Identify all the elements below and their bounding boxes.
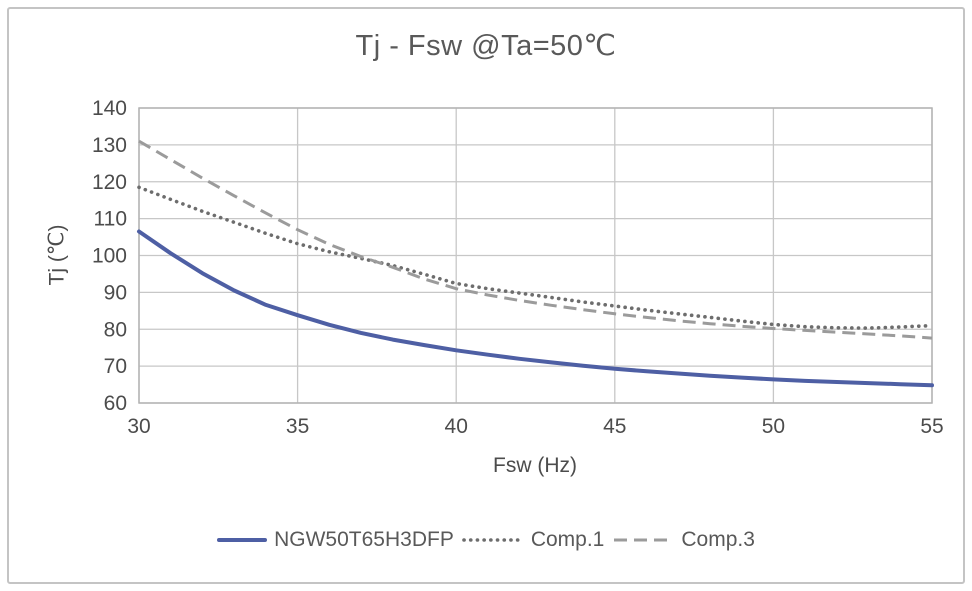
legend-swatch-dotted-line [462, 538, 524, 542]
y-tick-label: 80 [104, 318, 127, 341]
x-tick-label: 35 [286, 415, 309, 438]
y-tick-label: 100 [92, 245, 127, 268]
series-line-comp-3 [138, 139, 933, 340]
x-tick-label: 55 [920, 415, 943, 438]
chart-title: Tj - Fsw @Ta=50℃ [355, 30, 617, 62]
y-tick-label: 120 [92, 171, 127, 194]
series-line-ngw50t65h3dfp [137, 229, 934, 388]
y-tick-label: 110 [94, 208, 127, 231]
legend-swatch-solid-line [217, 538, 268, 542]
legend-item-comp1: Comp.1 [462, 528, 605, 552]
plot-border [138, 107, 933, 404]
y-tick-label: 140 [92, 97, 127, 120]
y-axis-title: Tj (℃) [45, 224, 69, 286]
x-axis-title: Fsw (Hz) [493, 454, 577, 477]
y-tick-label: 130 [92, 134, 127, 157]
x-tick-label: 40 [445, 415, 468, 438]
series-line-comp-1 [137, 185, 934, 330]
y-tick-label: 90 [104, 281, 127, 304]
legend-item-ngw50t65h3dfp: NGW50T65H3DFP [217, 528, 454, 552]
legend-item-comp3: Comp.3 [612, 528, 755, 552]
legend: NGW50T65H3DFP Comp.1 Comp.3 [0, 528, 972, 552]
y-tick-label: 60 [104, 392, 127, 415]
x-tick-label: 50 [762, 415, 785, 438]
x-tick-label: 30 [127, 415, 150, 438]
legend-label: NGW50T65H3DFP [274, 528, 454, 551]
legend-swatch-dashed-line [614, 538, 673, 542]
y-tick-label: 70 [104, 355, 127, 378]
legend-label: Comp.3 [681, 528, 755, 551]
x-tick-label: 45 [603, 415, 626, 438]
legend-label: Comp.1 [530, 528, 605, 551]
